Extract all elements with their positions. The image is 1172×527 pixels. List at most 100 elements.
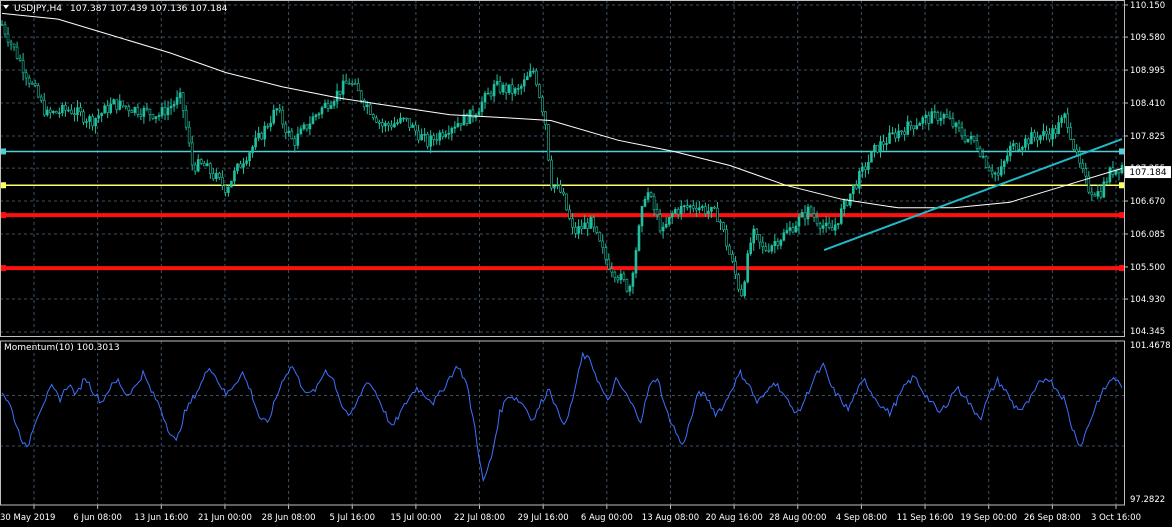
- candle-body: [996, 172, 1000, 176]
- candle-body: [468, 109, 472, 124]
- candle-body: [821, 225, 825, 229]
- candle-body: [115, 99, 119, 110]
- candle-body: [613, 271, 617, 278]
- candle-body: [320, 107, 324, 115]
- candle-body: [347, 82, 351, 85]
- candle-body: [586, 222, 589, 229]
- candle-body: [372, 114, 375, 119]
- candle-body: [951, 118, 955, 127]
- candle-body: [344, 80, 348, 84]
- candle-body: [435, 139, 439, 141]
- candle-body: [698, 207, 701, 211]
- candle-body: [91, 116, 94, 127]
- candle-body: [628, 286, 632, 292]
- candle-body: [954, 122, 958, 127]
- candle-body: [142, 107, 146, 117]
- candle-body: [73, 113, 76, 115]
- candle-body: [812, 213, 816, 218]
- candle-body: [827, 222, 831, 228]
- candle-body: [942, 114, 946, 119]
- candle-body: [737, 274, 740, 290]
- momentum-pane-border: [0, 340, 1125, 506]
- candle-body: [957, 122, 961, 129]
- candle-body: [133, 106, 137, 113]
- candle-body: [281, 109, 285, 125]
- candle-body: [689, 205, 692, 208]
- candle-body: [610, 268, 614, 273]
- candle-body: [818, 223, 822, 229]
- candle-body: [661, 226, 665, 232]
- candle-body: [36, 85, 40, 98]
- candle-body: [30, 82, 34, 85]
- candle-body: [233, 170, 236, 182]
- candle-body: [535, 70, 538, 86]
- horizontal-levels[interactable]: [0, 148, 1124, 272]
- candle-body: [643, 199, 647, 207]
- y-tick-label: 104.930: [1130, 295, 1165, 305]
- candle-body: [221, 177, 224, 186]
- candle-body: [100, 112, 103, 117]
- candle-body: [88, 116, 91, 122]
- candle-body: [477, 111, 481, 116]
- level-handle: [1119, 265, 1124, 272]
- candle-body: [145, 107, 149, 110]
- candle-body: [1051, 128, 1054, 140]
- candle-body: [181, 92, 185, 111]
- candle-body: [504, 84, 508, 93]
- candle-body: [918, 123, 922, 126]
- candle-body: [335, 90, 339, 102]
- candle-body: [1012, 143, 1015, 147]
- y-tick-label: 97.2822: [1130, 495, 1165, 505]
- candle-body: [486, 92, 490, 95]
- candle-body: [459, 123, 463, 126]
- symbol-label: USDJPY,H4: [14, 4, 62, 14]
- level-handle: [1, 182, 6, 189]
- candle-body: [652, 196, 656, 210]
- trendline[interactable]: [823, 138, 1123, 251]
- y-tick-label: 105.500: [1130, 263, 1165, 273]
- candle-body: [199, 159, 203, 164]
- chart-menu-icon[interactable]: [3, 5, 9, 9]
- candle-body: [166, 107, 170, 116]
- candle-body: [175, 97, 179, 105]
- candle-body: [79, 107, 82, 113]
- candle-body: [353, 83, 357, 85]
- candle-body: [876, 144, 879, 153]
- candle-body: [746, 253, 749, 283]
- candle-body: [248, 152, 251, 162]
- candle-body: [580, 226, 583, 230]
- candle-body: [498, 81, 502, 93]
- candle-body: [864, 166, 867, 170]
- candle-body: [184, 110, 188, 128]
- candle-body: [212, 173, 215, 179]
- candle-body: [501, 84, 505, 93]
- candle-body: [870, 151, 873, 163]
- candle-body: [290, 130, 294, 140]
- candle-body: [984, 155, 988, 168]
- candle-body: [894, 132, 897, 139]
- candle-body: [833, 224, 837, 231]
- candle-body: [676, 209, 680, 215]
- candle-body: [568, 209, 571, 219]
- candle-body: [945, 114, 949, 118]
- y-tick-label: 110.150: [1130, 1, 1165, 11]
- x-tick-label: 26 Sep 08:00: [1024, 513, 1081, 523]
- candle-body: [836, 223, 840, 226]
- candle-body: [1066, 113, 1069, 128]
- candle-body: [519, 85, 523, 89]
- current-price-label: 107.184: [1129, 168, 1166, 178]
- candle-body: [776, 241, 780, 246]
- candle-body: [169, 105, 173, 109]
- candle-body: [323, 103, 327, 108]
- candle-body: [0, 24, 4, 27]
- candle-body: [151, 114, 155, 119]
- candle-body: [218, 173, 221, 178]
- candle-body: [453, 126, 457, 129]
- candle-body: [275, 108, 279, 111]
- candle-body: [21, 60, 25, 74]
- x-tick-label: 3 Oct 16:00: [1091, 513, 1141, 523]
- y-tick-label: 101.4678: [1130, 341, 1171, 351]
- x-tick-label: 20 Aug 16:00: [705, 513, 762, 523]
- candle-body: [631, 272, 635, 287]
